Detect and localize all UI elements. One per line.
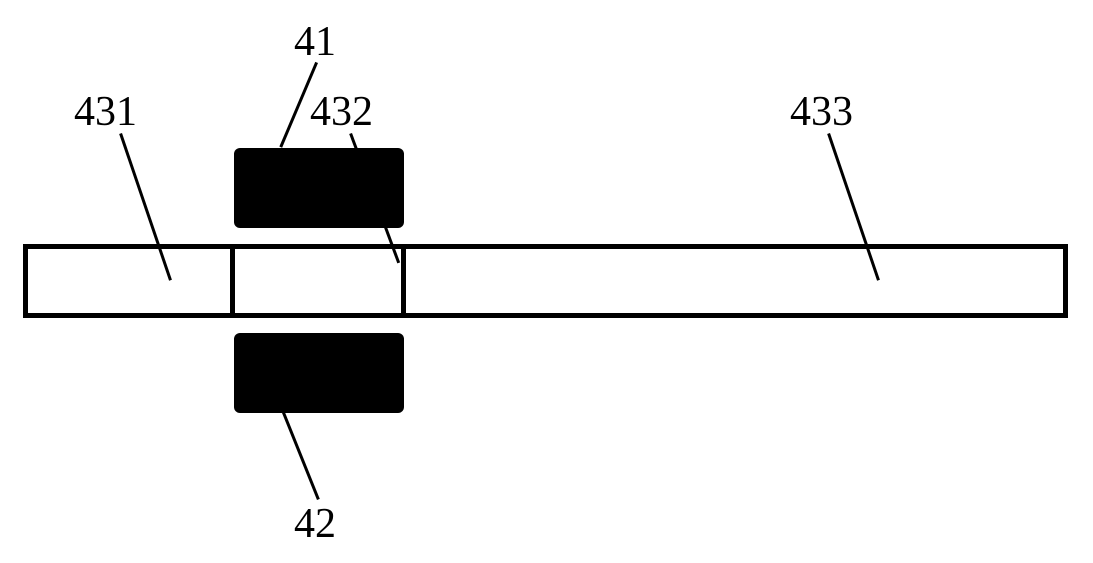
leader-42 <box>282 412 320 500</box>
block-bottom <box>234 333 404 413</box>
divider-2 <box>401 249 406 313</box>
label-41: 41 <box>294 18 336 66</box>
label-433: 433 <box>790 88 853 136</box>
label-42: 42 <box>294 500 336 548</box>
label-431: 431 <box>74 88 137 136</box>
divider-1 <box>230 249 235 313</box>
label-432: 432 <box>310 88 373 136</box>
beam <box>23 244 1068 318</box>
block-top <box>234 148 404 228</box>
